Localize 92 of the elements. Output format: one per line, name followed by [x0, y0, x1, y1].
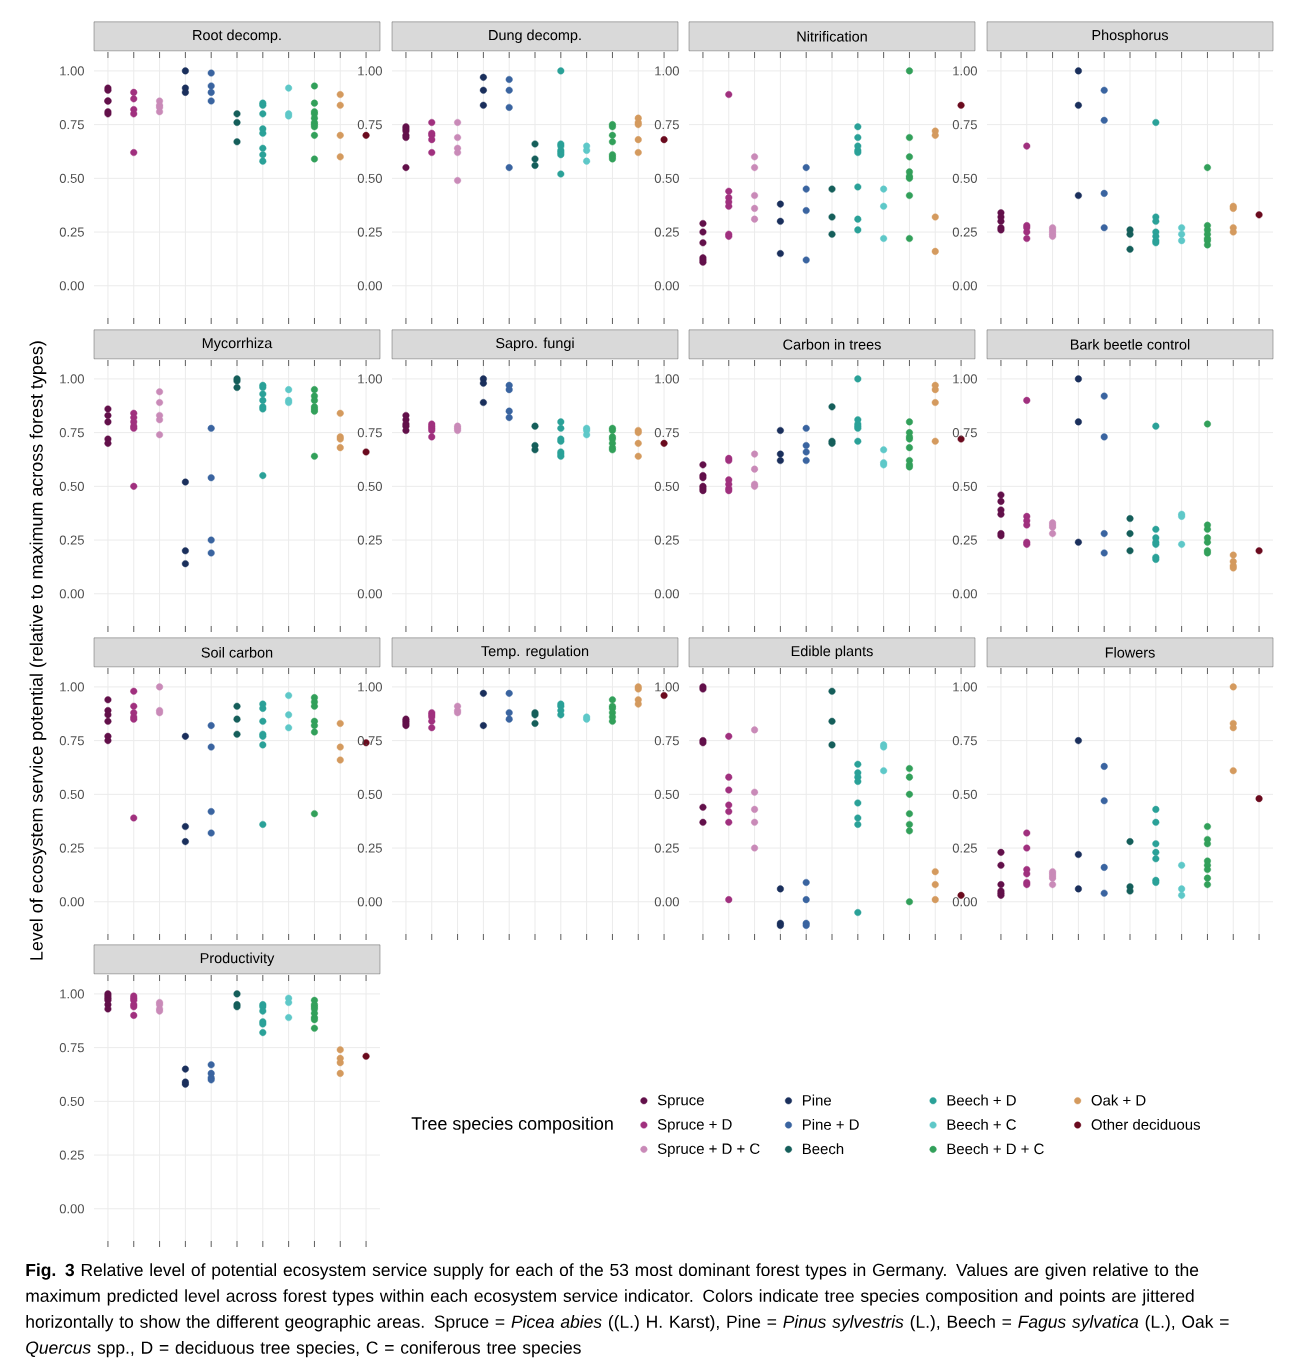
- legend-label: Oak + D: [1091, 1094, 1146, 1106]
- y-tick-label: 1.00: [358, 682, 382, 692]
- y-tick-label: 0.00: [59, 897, 84, 907]
- y-tick-label: 0.00: [357, 897, 382, 907]
- legend-label: Spruce + D + C: [657, 1143, 760, 1157]
- chart-title: Carbon in trees: [783, 339, 881, 350]
- legend-label: Spruce: [657, 1094, 704, 1109]
- y-tick-label: 0.00: [59, 281, 84, 291]
- y-tick-label: 0.75: [59, 736, 84, 746]
- y-tick-label: 0.00: [357, 281, 382, 291]
- y-tick-label: 0.50: [357, 789, 382, 799]
- y-tick-label: 0.75: [357, 428, 382, 438]
- legend-label: Beech: [802, 1143, 844, 1155]
- y-tick-label: 0.25: [654, 227, 679, 237]
- y-tick-label: 0.75: [952, 428, 977, 438]
- y-tick-label: 1.00: [655, 682, 679, 692]
- y-tick-label: 0.75: [952, 120, 977, 130]
- y-tick-label: 0.25: [357, 535, 382, 545]
- y-tick-label: 0.25: [357, 227, 382, 237]
- y-tick-label: 0.25: [952, 227, 977, 237]
- y-tick-label: 0.25: [654, 535, 679, 545]
- legend-label: Beech + C: [947, 1118, 1016, 1130]
- y-tick-label: 0.50: [952, 789, 977, 799]
- y-tick-label: 1.00: [953, 682, 977, 692]
- y-tick-label: 0.50: [59, 789, 84, 799]
- y-tick-label: 1.00: [60, 682, 84, 692]
- y-tick-label: 0.25: [59, 1150, 84, 1160]
- y-tick-label: 0.25: [952, 535, 977, 545]
- y-tick-label: 0.50: [59, 481, 84, 491]
- y-tick-label: 1.00: [953, 66, 977, 76]
- y-tick-label: 0.25: [59, 227, 84, 237]
- y-tick-label: 0.50: [59, 173, 84, 183]
- y-tick-label: 0.00: [654, 281, 679, 291]
- y-tick-label: 0.00: [357, 589, 382, 599]
- y-tick-label: 1.00: [60, 374, 84, 384]
- chart-title: Edible plants: [791, 645, 873, 660]
- chart-title: Soil carbon: [201, 647, 273, 658]
- y-tick-label: 0.00: [59, 1204, 84, 1214]
- y-tick-label: 0.75: [59, 120, 84, 130]
- y-tick-label: 0.50: [357, 481, 382, 491]
- legend-label: Spruce + D: [657, 1119, 732, 1133]
- chart-title: Bark beetle control: [1070, 339, 1190, 350]
- y-tick-label: 0.25: [654, 843, 679, 853]
- y-tick-label: 0.25: [59, 535, 84, 545]
- y-tick-label: 0.25: [59, 843, 84, 853]
- y-tick-label: 0.75: [654, 120, 679, 130]
- y-tick-label: 0.00: [654, 897, 679, 907]
- y-tick-label: 1.00: [655, 374, 679, 384]
- y-tick-label: 0.75: [654, 736, 679, 746]
- y-tick-label: 0.00: [952, 897, 977, 907]
- y-tick-label: 0.50: [952, 173, 977, 183]
- y-tick-label: 0.50: [357, 173, 382, 183]
- y-tick-label: 1.00: [655, 66, 679, 76]
- chart-title: Phosphorus: [1092, 29, 1169, 44]
- y-tick-label: 0.25: [357, 843, 382, 853]
- y-tick-label: 1.00: [358, 66, 382, 76]
- legend-title: Tree species composition: [411, 1116, 613, 1134]
- y-tick-label: 0.75: [59, 1043, 84, 1053]
- y-tick-label: 0.75: [654, 428, 679, 438]
- legend-label: Pine: [802, 1094, 831, 1106]
- y-tick-label: 1.00: [60, 66, 84, 76]
- chart-title: Productivity: [200, 952, 275, 967]
- chart-title: Mycorrhiza: [202, 337, 273, 352]
- legend-label: Other deciduous: [1091, 1118, 1201, 1130]
- y-tick-label: 0.50: [952, 481, 977, 491]
- y-tick-label: 0.75: [357, 736, 382, 746]
- y-tick-label: 0.50: [654, 789, 679, 799]
- y-tick-label: 1.00: [60, 989, 84, 999]
- y-tick-label: 0.00: [952, 589, 977, 599]
- chart-title: Sapro. fungi: [496, 337, 574, 352]
- legend-label: Beech + D: [947, 1094, 1016, 1106]
- y-tick-label: 0.75: [357, 120, 382, 130]
- chart-title: Temp. regulation: [481, 645, 589, 660]
- y-tick-label: 0.00: [952, 281, 977, 291]
- y-tick-label: 1.00: [358, 374, 382, 384]
- y-tick-label: 0.50: [654, 481, 679, 491]
- y-tick-label: 0.50: [59, 1096, 84, 1106]
- chart-title: Flowers: [1105, 647, 1155, 658]
- legend-label: Beech + D + C: [947, 1143, 1044, 1155]
- y-tick-label: 0.00: [654, 589, 679, 599]
- y-tick-label: 0.75: [952, 736, 977, 746]
- chart-title: Nitrification: [797, 31, 867, 42]
- y-tick-label: 0.75: [59, 428, 84, 438]
- y-tick-label: 0.00: [59, 589, 84, 599]
- y-axis-title: Level of ecosystem service potential (relative to maximum across forest types): [29, 341, 47, 960]
- chart-title: Dung decomp.: [489, 29, 581, 44]
- y-tick-label: 1.00: [953, 374, 977, 384]
- legend-label: Pine + D: [802, 1118, 859, 1130]
- y-tick-label: 0.50: [654, 173, 679, 183]
- y-tick-label: 0.25: [952, 843, 977, 853]
- text: Fig. 3 Relative level of potential ecosystem service supply for each of the 53 most dominant forest types in Germany. Values are given relative to the maximum predicted level across forest types within each ecosystem service indicator. Colors indicate tree species composition and points are jittered horizontally to show the different geographic areas. Spruce = Picea abies ((L.) H. Karst), Pine = Pinus sylvestris (L.), Beech = Fagus sylvatica (L.), Oak = Quercus spp., D = deciduous tree species, C = coniferous tree species: [26, 1263, 1229, 1358]
- chart-title: Root decomp.: [193, 29, 281, 44]
